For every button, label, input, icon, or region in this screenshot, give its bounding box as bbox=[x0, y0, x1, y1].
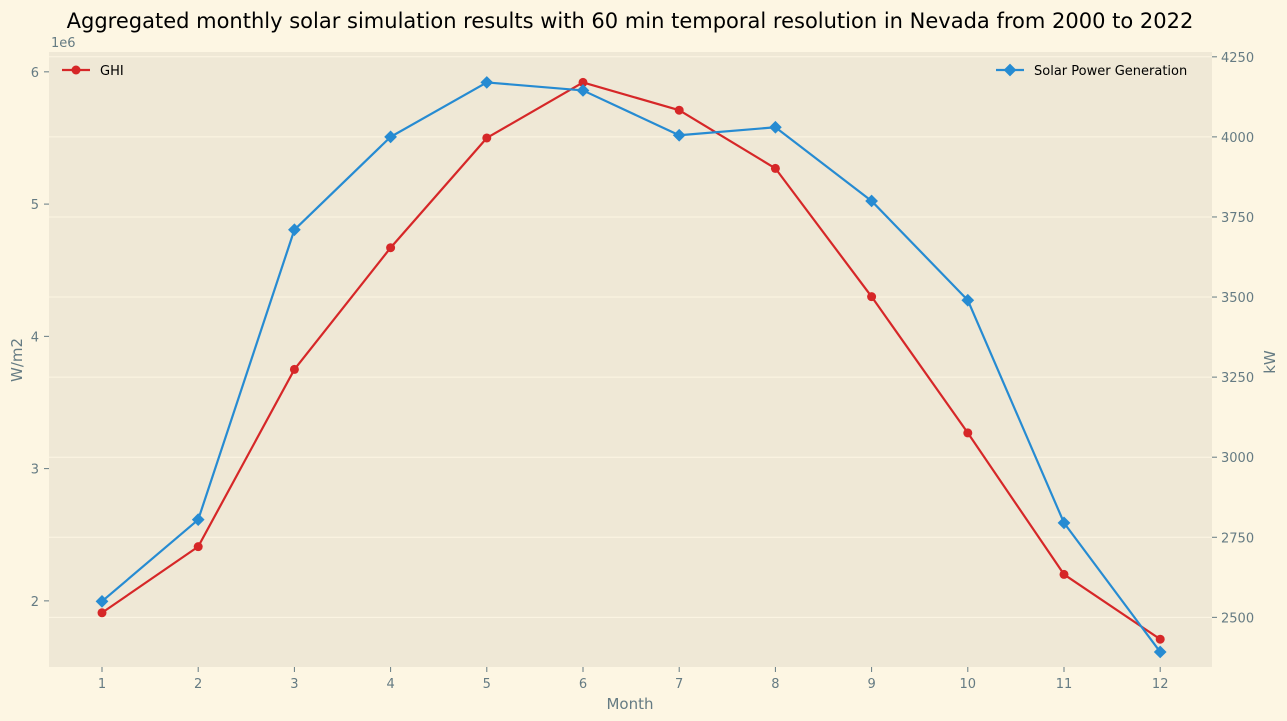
plot-area bbox=[49, 52, 1212, 667]
series-lines bbox=[95, 76, 1167, 659]
left-axis-offset-label: 1e6 bbox=[51, 36, 76, 51]
left-tick-label-6: 6 bbox=[31, 66, 39, 81]
point-ghi-1 bbox=[97, 608, 107, 618]
point-ghi-9 bbox=[867, 292, 877, 302]
x-tick-label-9: 9 bbox=[867, 677, 875, 692]
series-line-ghi bbox=[101, 81, 1161, 641]
point-ghi-7 bbox=[674, 105, 684, 115]
x-axis-label: Month bbox=[606, 695, 653, 713]
x-tick-label-7: 7 bbox=[675, 677, 683, 692]
right-axis-label: kW bbox=[1261, 350, 1279, 374]
point-solar-power-generation-4 bbox=[384, 130, 397, 144]
right-tick-label-3250: 3250 bbox=[1221, 371, 1254, 386]
left-tick-label-3: 3 bbox=[31, 463, 39, 478]
legend-ghi-label: GHI bbox=[100, 64, 124, 79]
x-tick-label-6: 6 bbox=[579, 677, 587, 692]
x-tick-label-11: 11 bbox=[1056, 677, 1073, 692]
x-tick-label-4: 4 bbox=[386, 677, 394, 692]
point-solar-power-generation-5 bbox=[480, 76, 494, 89]
point-solar-power-generation-3 bbox=[288, 223, 301, 237]
right-tick-label-2500: 2500 bbox=[1221, 611, 1254, 626]
right-tick-label-4000: 4000 bbox=[1221, 131, 1254, 146]
x-tick-label-3: 3 bbox=[290, 677, 298, 692]
point-ghi-6 bbox=[578, 77, 588, 87]
x-tick-label-2: 2 bbox=[194, 677, 202, 692]
series-line-solar-power-generation bbox=[101, 81, 1162, 653]
x-tick-label-12: 12 bbox=[1152, 677, 1169, 692]
point-ghi-2 bbox=[193, 542, 203, 552]
point-ghi-8 bbox=[770, 163, 780, 173]
point-ghi-3 bbox=[289, 364, 299, 374]
ticks: 1 2 3 4 5 6 7 8 9 10 11 122345625002750300032503500… bbox=[31, 51, 1254, 692]
left-tick-label-5: 5 bbox=[31, 198, 39, 213]
point-ghi-4 bbox=[386, 243, 396, 253]
legend-ghi-marker bbox=[71, 65, 81, 75]
grid bbox=[49, 56, 1212, 618]
right-tick-label-2750: 2750 bbox=[1221, 531, 1254, 546]
point-ghi-12 bbox=[1155, 634, 1165, 644]
right-tick-label-3500: 3500 bbox=[1221, 291, 1254, 306]
x-tick-label-5: 5 bbox=[483, 677, 491, 692]
point-ghi-5 bbox=[482, 133, 492, 143]
legend-solar-label: Solar Power Generation bbox=[1034, 64, 1187, 79]
legend-left: GHI bbox=[62, 64, 124, 79]
point-ghi-10 bbox=[963, 428, 973, 438]
x-tick-label-8: 8 bbox=[771, 677, 779, 692]
x-tick-label-10: 10 bbox=[960, 677, 977, 692]
left-axis-label: W/m2 bbox=[8, 338, 26, 382]
point-ghi-11 bbox=[1059, 569, 1069, 579]
x-tick-label-1: 1 bbox=[98, 677, 106, 692]
left-tick-label-2: 2 bbox=[31, 595, 39, 610]
right-tick-label-4250: 4250 bbox=[1221, 51, 1254, 66]
chart-title: Aggregated monthly solar simulation resu… bbox=[67, 9, 1194, 33]
left-tick-label-4: 4 bbox=[31, 330, 39, 345]
right-tick-label-3000: 3000 bbox=[1221, 451, 1254, 466]
right-tick-label-3750: 3750 bbox=[1221, 211, 1254, 226]
